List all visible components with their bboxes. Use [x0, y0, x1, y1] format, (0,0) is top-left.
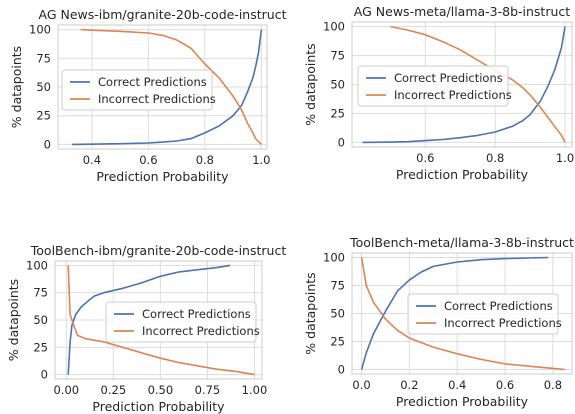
series-line-correct [362, 26, 566, 144]
chart-title: ToolBench-meta/llama-3-8b-instruct [349, 235, 574, 250]
chart-title: AG News-meta/llama-3-8b-instruct [354, 4, 570, 19]
x-tick-label: 0.6 [416, 151, 434, 165]
x-tick-label: 0.00 [53, 383, 79, 397]
plot-border [54, 260, 263, 380]
y-tick-label: 25 [33, 340, 48, 354]
chart-title: AG News-ibm/granite-20b-code-instruct [39, 7, 287, 22]
y-tick-label: 50 [330, 78, 345, 92]
x-tick-label: 1.00 [242, 383, 268, 397]
legend-box [61, 69, 213, 111]
legend: Correct Predictions Incorrect Predictions [105, 301, 260, 343]
x-tick-label: 0.0 [352, 378, 370, 392]
x-tick-label: 0.8 [544, 378, 562, 392]
plot-border [351, 252, 573, 375]
chart-3: 0.00 0.25 0.50 0.75 1.00 0 25 50 75 100ToolBench-… [6, 243, 286, 414]
legend: Correct Predictions Incorrect Predictions [357, 65, 512, 107]
y-tick-label: 25 [330, 335, 345, 349]
legend-box [105, 301, 257, 343]
legend: Correct Predictions Incorrect Predictions [61, 69, 216, 111]
legend-label: Incorrect Predictions [142, 324, 260, 338]
y-tick-label: 100 [323, 20, 345, 34]
chart-title: ToolBench-ibm/granite-20b-code-instruct [30, 243, 287, 258]
y-tick-label: 0 [338, 363, 345, 377]
series-line-incorrect [80, 28, 262, 145]
x-tick-label: 1.0 [252, 153, 270, 167]
legend-label: Incorrect Predictions [444, 316, 562, 330]
y-tick-label: 100 [323, 250, 345, 264]
y-tick-label: 0 [338, 135, 345, 149]
y-tick-label: 75 [330, 49, 345, 63]
x-tick-label: 0.4 [448, 378, 466, 392]
y-tick-label: 25 [330, 106, 345, 120]
series-line-incorrect [67, 265, 255, 376]
plot-border [57, 24, 268, 150]
y-tick-label: 50 [33, 313, 48, 327]
legend: Correct Predictions Incorrect Predictions [407, 293, 562, 335]
y-tick-label: 25 [36, 109, 51, 123]
x-axis-label: Prediction Probability [396, 167, 529, 182]
legend-label: Correct Predictions [394, 71, 503, 85]
x-tick-label: 0.4 [83, 153, 101, 167]
y-tick-label: 75 [33, 286, 48, 300]
series-line-incorrect [360, 257, 565, 371]
y-tick-label: 75 [330, 278, 345, 292]
series-line-correct [72, 29, 263, 146]
legend-label: Incorrect Predictions [98, 92, 216, 106]
x-tick-label: 1.0 [556, 151, 574, 165]
legend-label: Correct Predictions [142, 307, 251, 321]
legend-label: Correct Predictions [98, 75, 207, 89]
legend-box [357, 65, 509, 107]
legend-label: Correct Predictions [444, 299, 553, 313]
x-tick-label: 0.75 [195, 383, 221, 397]
y-axis-label: % datapoints [303, 272, 318, 354]
x-tick-label: 0.25 [101, 383, 127, 397]
legend-label: Incorrect Predictions [394, 88, 512, 102]
y-tick-label: 100 [26, 258, 48, 272]
y-tick-label: 0 [44, 137, 51, 151]
x-tick-label: 0.8 [486, 151, 504, 165]
series-line-incorrect [390, 25, 566, 143]
x-tick-label: 0.50 [148, 383, 174, 397]
y-tick-label: 0 [41, 368, 48, 382]
x-tick-label: 0.6 [496, 378, 514, 392]
x-axis-label: Prediction Probability [96, 169, 229, 184]
y-axis-label: % datapoints [6, 279, 21, 361]
y-tick-label: 50 [36, 80, 51, 94]
chart-2: 0.6 0.8 1.0 0 25 50 75 100 AG News-meta/llama-3-… [303, 4, 574, 182]
y-tick-label: 100 [29, 23, 51, 37]
x-tick-label: 0.6 [139, 153, 157, 167]
y-axis-label: % datapoints [303, 43, 318, 125]
x-tick-label: 0.8 [196, 153, 214, 167]
chart-4: 0.0 0.2 0.4 0.6 0.8 0 25 50 75 100 ToolBench-meta/… [303, 235, 574, 409]
y-axis-label: % datapoints [9, 46, 24, 128]
legend-box [407, 293, 559, 335]
x-axis-label: Prediction Probability [92, 399, 225, 414]
plot-border [351, 21, 573, 148]
x-axis-label: Prediction Probability [396, 394, 529, 409]
series-line-correct [360, 256, 549, 370]
y-tick-label: 75 [36, 51, 51, 65]
y-tick-label: 50 [330, 307, 345, 321]
x-tick-label: 0.2 [400, 378, 418, 392]
